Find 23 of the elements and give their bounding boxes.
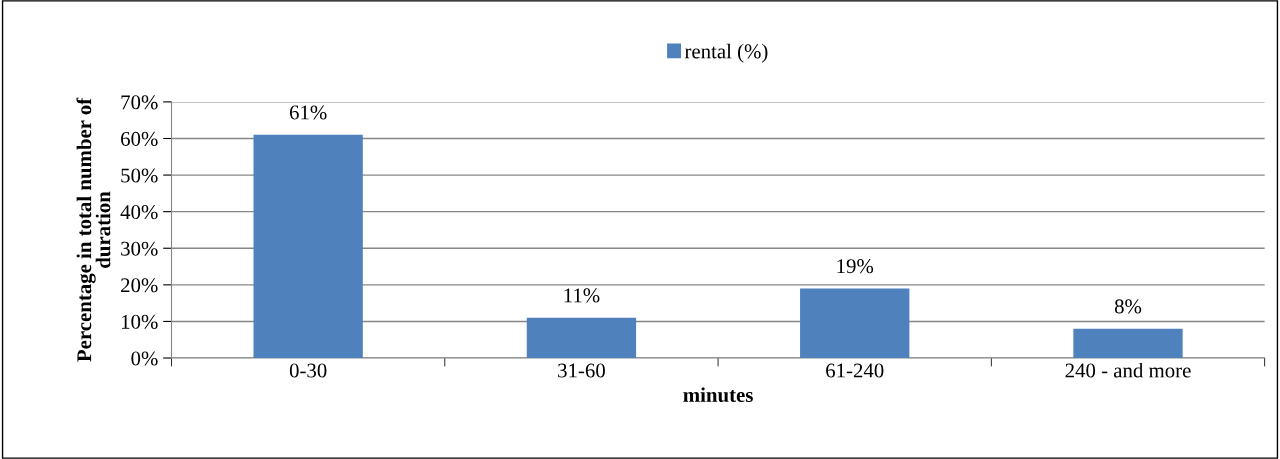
x-tick-label: 31-60 (558, 363, 605, 378)
bar (526, 317, 637, 359)
data-label: 19% (837, 259, 874, 274)
y-tick-label: 60% (121, 131, 158, 146)
y-axis-title: Percentage in total number of duration (76, 97, 111, 362)
y-tick-label: 50% (121, 168, 158, 183)
data-label: 11% (564, 288, 600, 303)
x-tick-label: 240 - and more (1065, 362, 1191, 378)
bar (800, 288, 910, 359)
legend-label: rental (%) (684, 43, 768, 63)
y-tick-label: 30% (121, 241, 158, 256)
y-tick-label: 10% (121, 314, 158, 329)
x-tick-label: 61-240 (826, 363, 884, 378)
bar (1073, 328, 1183, 359)
y-tick-label: 20% (121, 278, 158, 293)
y-tick-label: 40% (120, 205, 158, 220)
y-tick-label: 0% (131, 351, 158, 366)
x-tick-label: 0-30 (289, 363, 327, 378)
x-axis-title: minutes (683, 387, 753, 403)
bar (253, 134, 363, 359)
y-tick-label: 70% (121, 95, 158, 110)
data-label: 61% (289, 105, 327, 120)
data-label: 8% (1114, 299, 1142, 314)
